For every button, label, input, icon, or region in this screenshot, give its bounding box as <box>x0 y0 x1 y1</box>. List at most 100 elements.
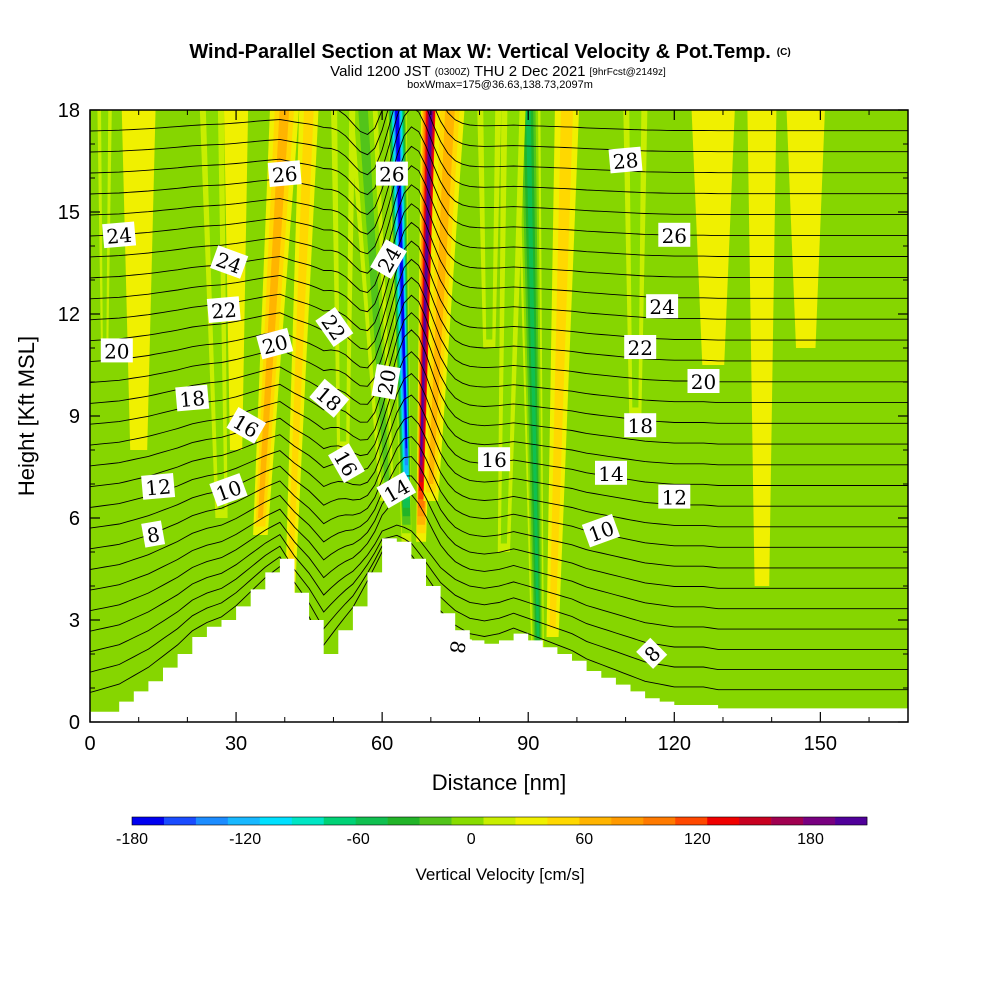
velocity-band <box>428 110 455 484</box>
colorbar-swatch <box>291 817 325 825</box>
isentrope-line <box>90 534 908 653</box>
contour-label-box <box>371 363 401 400</box>
chart-title: Wind-Parallel Section at Max W: Vertical… <box>189 41 790 63</box>
x-tick-label: 120 <box>658 733 691 755</box>
chart-subtitle: Valid 1200 JST (0300Z) THU 2 Dec 2021 [9hrF… <box>330 63 666 80</box>
contour-label-box <box>328 443 365 483</box>
contour-label-box <box>267 160 302 187</box>
y-tick-label: 18 <box>58 100 80 122</box>
contour-label: 8 <box>445 635 473 660</box>
velocity-band <box>786 110 825 348</box>
contour-label-box <box>608 146 643 174</box>
isentrope-line <box>90 110 908 176</box>
isentrope-line <box>90 524 908 632</box>
contour-label-box <box>478 447 511 472</box>
colorbar: -180 -120 -60 0 60 120 180 <box>116 816 868 848</box>
contour-label-box <box>658 222 691 247</box>
colorbar-swatch <box>323 817 356 825</box>
y-tick-label: 9 <box>69 406 80 428</box>
contour-label-text: 18 <box>179 386 206 412</box>
isentrope-line <box>90 551 908 693</box>
colorbar-swatch <box>451 817 484 825</box>
contour-label-box <box>209 473 248 507</box>
contour-label-box <box>445 635 473 660</box>
isentrope-line <box>90 203 908 313</box>
isentrope-line <box>90 544 908 673</box>
contour-label-text: 22 <box>210 298 237 324</box>
contour-label-box <box>658 484 691 509</box>
colorbar-swatch <box>387 817 420 825</box>
contour-label: 20 <box>100 338 133 363</box>
isentrope-line <box>90 312 908 425</box>
contour-label: 26 <box>375 161 408 187</box>
contour-label: 20 <box>256 327 294 359</box>
contour-label: 12 <box>658 484 691 510</box>
contour-label: 14 <box>595 460 627 486</box>
contour-label-text: 26 <box>662 224 687 248</box>
contour-label-box <box>309 378 350 418</box>
x-tick-label: 0 <box>84 733 95 755</box>
colorbar-swatch <box>163 817 197 825</box>
y-tick-label: 15 <box>58 202 80 224</box>
colorbar-swatch <box>195 817 229 825</box>
y-tick-label: 3 <box>69 610 80 632</box>
isentrope-line <box>90 351 908 467</box>
contour-label-box <box>636 637 668 669</box>
contour-label-box <box>581 513 621 548</box>
contour-label-box <box>687 369 720 393</box>
isentrope-line <box>90 110 908 216</box>
velocity-band <box>747 110 777 586</box>
contour-label-text: 26 <box>271 162 298 188</box>
contour-label-box <box>376 471 417 509</box>
isentrope-line <box>90 110 908 156</box>
colorbar-swatch <box>132 817 165 825</box>
y-tick-label: 6 <box>69 508 80 530</box>
forecast-info: [9hrFcst@2149z] <box>590 67 667 78</box>
colorbar-swatch <box>483 817 516 825</box>
contour-label-text: 20 <box>373 367 401 396</box>
copyright-mark: (C) <box>777 47 791 58</box>
contour-label-box <box>100 338 133 363</box>
isentrope-line <box>90 492 908 612</box>
contour-label: 12 <box>141 473 176 500</box>
contour-label-text: 18 <box>627 414 652 438</box>
colorbar-swatch <box>611 817 644 825</box>
colorbar-label: Vertical Velocity [cm/s] <box>415 865 584 884</box>
velocity-band <box>549 110 574 629</box>
contour-label-box <box>375 161 408 186</box>
contour-label: 18 <box>175 384 210 412</box>
isentrope-line <box>90 240 908 350</box>
contour-label: 8 <box>141 520 166 548</box>
x-tick-label: 90 <box>517 733 539 755</box>
x-tick-label: 60 <box>371 733 393 755</box>
isentrope-line <box>90 456 908 570</box>
terrain <box>90 538 908 722</box>
colorbar-swatch <box>515 817 548 825</box>
colorbar-tick-label: 120 <box>684 831 711 848</box>
contour-label: 20 <box>371 363 401 400</box>
contour-label-text: 16 <box>481 448 506 472</box>
valid-time: Valid 1200 JST <box>330 63 431 80</box>
y-tick-label: 0 <box>69 712 80 734</box>
isentrope-line <box>90 258 908 369</box>
contour-label: 22 <box>624 335 657 360</box>
contour-label-text: 20 <box>691 370 716 394</box>
colorbar-tick-label: -180 <box>116 831 148 848</box>
isentrope-line <box>90 475 908 591</box>
colorbar-swatch <box>707 817 740 825</box>
x-tick-label: 30 <box>225 733 247 755</box>
isentrope-line <box>90 294 908 405</box>
contour-label-text: 14 <box>598 462 623 486</box>
x-axis-label: Distance [nm] <box>432 770 567 795</box>
colorbar-tick-label: 180 <box>797 831 824 848</box>
contour-label-box <box>226 406 267 444</box>
velocity-band <box>483 110 496 340</box>
contour-label-box <box>141 473 176 500</box>
isentrope-line <box>90 110 908 196</box>
contour-label-box <box>206 296 241 323</box>
velocity-band <box>629 110 642 408</box>
contour-label-text: 20 <box>104 339 129 363</box>
velocity-band <box>691 110 735 365</box>
